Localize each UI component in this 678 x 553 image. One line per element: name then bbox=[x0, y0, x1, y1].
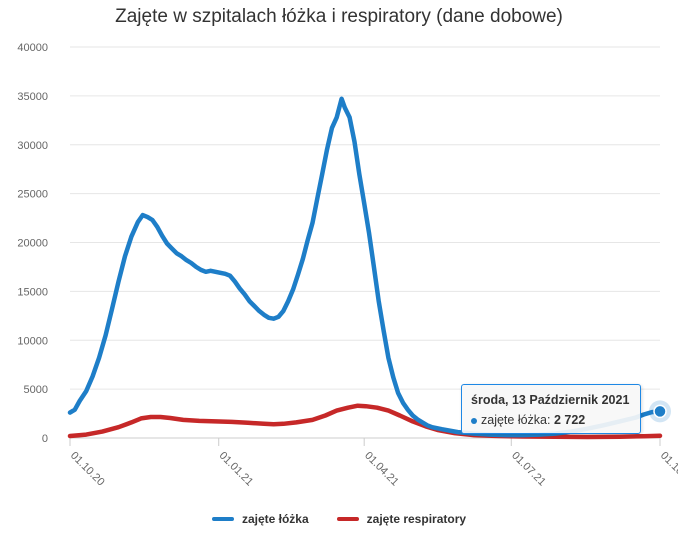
x-tick-label: 01.10.21 bbox=[658, 450, 678, 489]
y-tick-label: 30000 bbox=[17, 140, 48, 152]
x-tick-label: 01.07.21 bbox=[509, 450, 548, 489]
y-tick-label: 20000 bbox=[17, 238, 48, 250]
x-tick-label: 01.01.21 bbox=[217, 450, 256, 489]
x-tick-label: 01.04.21 bbox=[362, 450, 401, 489]
y-tick-label: 0 bbox=[42, 433, 48, 445]
series-lines bbox=[67, 96, 663, 440]
series-line-beds bbox=[67, 96, 663, 438]
y-axis: 0 5000 10000 15000 20000 25000 30000 35000 40000 bbox=[17, 42, 48, 445]
legend-label-beds: zajęte łóżka bbox=[241, 512, 309, 526]
tooltip-row: zajęte łóżka: 2 722 bbox=[471, 413, 631, 427]
tooltip-series-label: zajęte łóżka: bbox=[481, 413, 554, 427]
chart-legend: zajęte łóżka zajęte respiratory bbox=[0, 512, 678, 526]
y-tick-label: 5000 bbox=[24, 384, 48, 396]
legend-swatch-beds bbox=[211, 517, 234, 521]
y-tick-label: 40000 bbox=[17, 42, 48, 54]
y-tick-label: 15000 bbox=[17, 286, 48, 298]
x-axis: 01.10.20 01.01.21 01.04.21 01.07.21 01.10.21 bbox=[68, 438, 678, 488]
hover-point-marker[interactable] bbox=[653, 404, 667, 419]
x-tick-label: 01.10.20 bbox=[68, 450, 107, 489]
chart-tooltip: środa, 13 Październik 2021 zajęte łóżka:… bbox=[461, 384, 641, 434]
grid-lines bbox=[70, 46, 660, 439]
chart-title: Zajęte w szpitalach łóżka i respiratory … bbox=[115, 6, 563, 27]
y-tick-label: 25000 bbox=[17, 189, 48, 201]
legend-item-ventilators[interactable]: zajęte respiratory bbox=[336, 512, 467, 526]
legend-label-ventilators: zajęte respiratory bbox=[366, 512, 467, 526]
tooltip-series-dot bbox=[471, 417, 477, 424]
legend-item-beds[interactable]: zajęte łóżka bbox=[211, 512, 309, 526]
tooltip-date: środa, 13 Październik 2021 bbox=[471, 393, 630, 407]
legend-swatch-ventilators bbox=[336, 517, 359, 521]
y-tick-label: 10000 bbox=[17, 335, 48, 347]
tooltip-value: 2 722 bbox=[553, 413, 586, 427]
series-markers bbox=[649, 400, 671, 423]
y-tick-label: 35000 bbox=[17, 91, 48, 103]
